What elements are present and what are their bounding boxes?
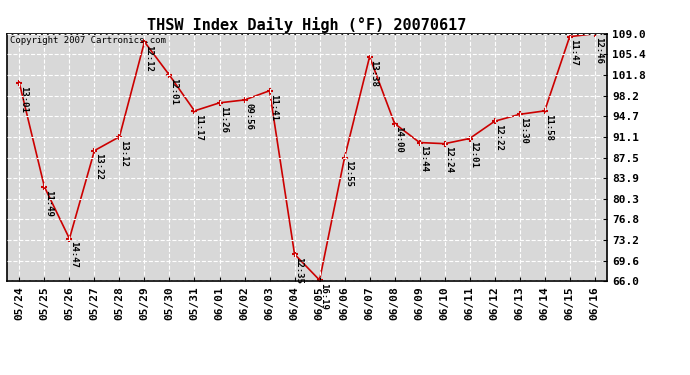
- Text: 11:41: 11:41: [269, 93, 278, 120]
- Text: 12:46: 12:46: [594, 36, 603, 63]
- Text: 12:24: 12:24: [444, 147, 453, 173]
- Text: Copyright 2007 Cartronics.com: Copyright 2007 Cartronics.com: [10, 36, 166, 45]
- Text: 12:01: 12:01: [469, 141, 478, 168]
- Text: 13:38: 13:38: [369, 60, 378, 86]
- Text: 13:01: 13:01: [19, 86, 28, 113]
- Text: 13:44: 13:44: [420, 146, 428, 172]
- Text: 11:47: 11:47: [569, 39, 578, 66]
- Text: 13:30: 13:30: [520, 117, 529, 144]
- Text: 11:49: 11:49: [44, 190, 53, 216]
- Title: THSW Index Daily High (°F) 20070617: THSW Index Daily High (°F) 20070617: [148, 16, 466, 33]
- Text: 12:55: 12:55: [344, 160, 353, 187]
- Text: 14:47: 14:47: [69, 242, 78, 268]
- Text: 09:56: 09:56: [244, 103, 253, 130]
- Text: 12:01: 12:01: [169, 78, 178, 105]
- Text: 16:19: 16:19: [319, 283, 328, 310]
- Text: 11:26: 11:26: [219, 106, 228, 132]
- Text: 13:12: 13:12: [119, 140, 128, 166]
- Text: 11:58: 11:58: [544, 114, 553, 141]
- Text: 14:00: 14:00: [394, 126, 403, 153]
- Text: 13:22: 13:22: [94, 153, 103, 180]
- Text: 12:12: 12:12: [144, 45, 153, 72]
- Text: 11:17: 11:17: [194, 114, 203, 141]
- Text: 12:22: 12:22: [494, 124, 503, 151]
- Text: 12:35: 12:35: [294, 257, 303, 284]
